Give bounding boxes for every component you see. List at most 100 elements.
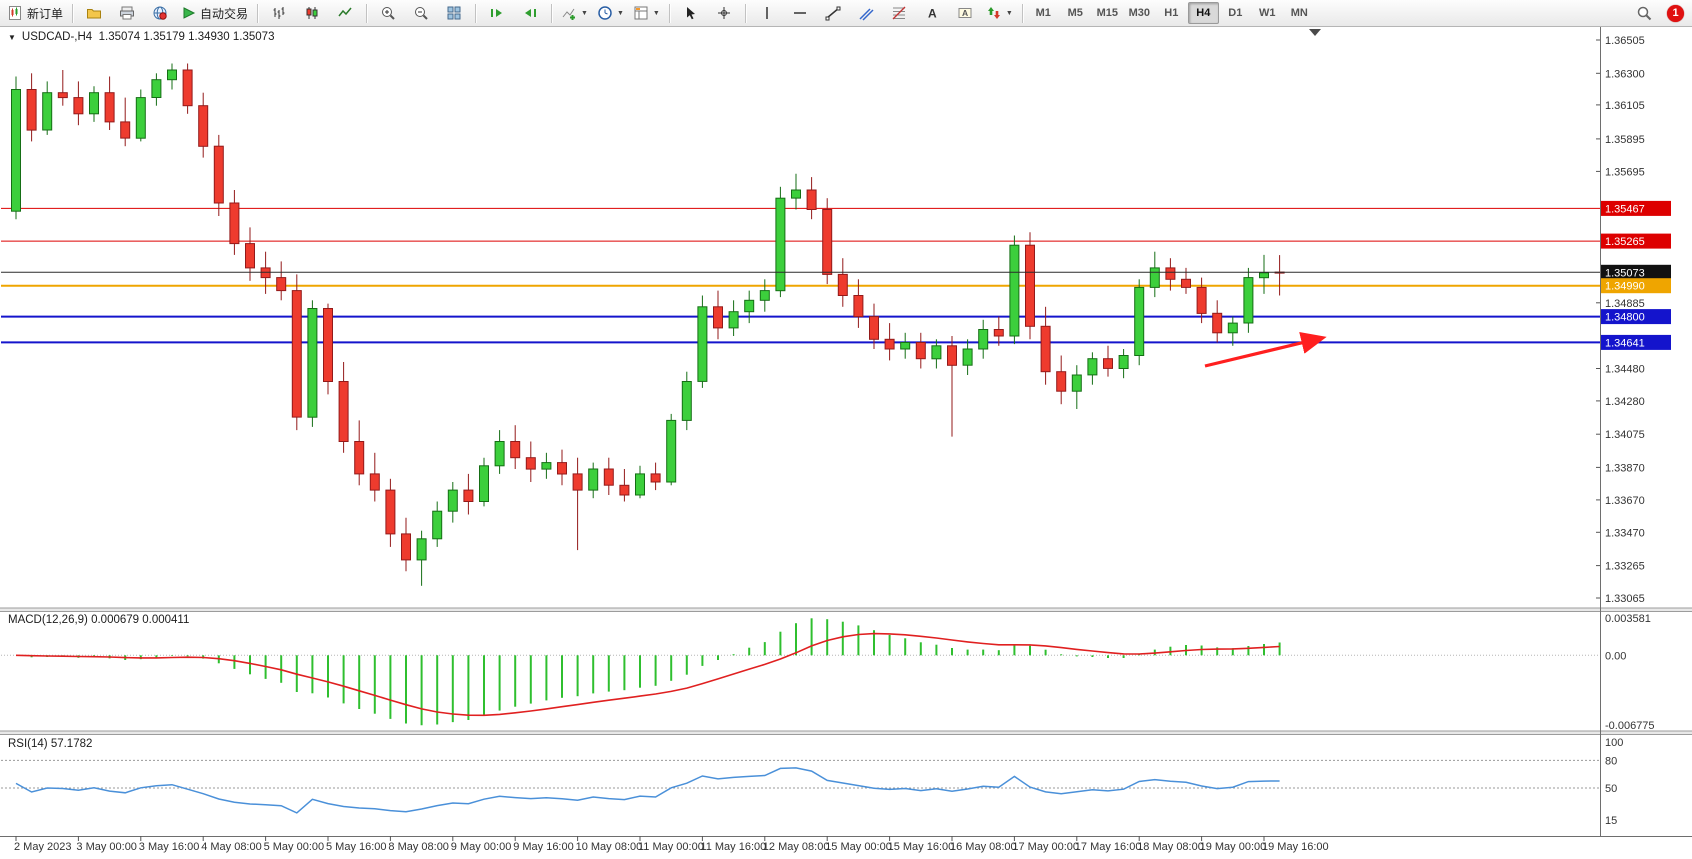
price-axis-label: 1.33470 — [1605, 527, 1645, 539]
timeframe-button-m1[interactable]: M1 — [1035, 7, 1051, 19]
globe-icon — [153, 6, 167, 20]
timeframe-button-mn[interactable]: MN — [1290, 7, 1308, 19]
dropdown-caret-icon: ▼ — [1005, 9, 1013, 17]
horizontal-line-icon — [793, 12, 806, 14]
time-axis-label: 3 May 00:00 — [76, 841, 137, 853]
rsi-axis-label: 50 — [1605, 783, 1617, 795]
auto-scroll-button[interactable] — [481, 1, 513, 25]
autotrading-button[interactable]: 自动交易 — [177, 1, 252, 25]
arrows-tool-button[interactable]: ▼ — [982, 1, 1017, 25]
svg-text:1.34990: 1.34990 — [1605, 281, 1645, 293]
vertical-line-icon — [766, 7, 768, 19]
templates-button[interactable]: ▼ — [629, 1, 664, 25]
profiles-button[interactable] — [78, 1, 110, 25]
chart-shift-button[interactable] — [514, 1, 546, 25]
time-axis-label: 9 May 16:00 — [513, 841, 574, 853]
dropdown-caret-icon: ▼ — [581, 9, 588, 17]
bar-chart-mode-button[interactable] — [263, 1, 295, 25]
time-axis-label: 3 May 16:00 — [138, 841, 200, 853]
arrow-objects-icon — [987, 7, 1000, 19]
chart-shift-icon — [525, 9, 537, 17]
time-axis-label: 4 May 08:00 — [201, 841, 262, 853]
zoom-out-icon — [415, 7, 428, 20]
new-order-label: 新订单 — [27, 6, 64, 21]
dropdown-caret-icon: ▼ — [616, 9, 624, 17]
zoom-in-icon — [382, 7, 395, 20]
annotation-arrow[interactable] — [1204, 331, 1327, 368]
timeframe-button-m5[interactable]: M5 — [1067, 7, 1083, 19]
time-axis-label: 8 May 08:00 — [388, 841, 449, 853]
chart-symbol-header: ▼ USDCAD-,H4 1.35074 1.35179 1.34930 1.3… — [8, 31, 274, 43]
price-axis-label: 1.34280 — [1605, 396, 1645, 408]
trendline-tool-button[interactable] — [817, 1, 849, 25]
profiles-folder-icon — [87, 9, 102, 19]
crosshair-icon — [717, 7, 730, 19]
timeframe-button-m30[interactable]: M30 — [1128, 7, 1150, 19]
price-axis-label: 1.35695 — [1605, 166, 1645, 178]
clock-icon — [598, 6, 612, 20]
text-label-tool-button[interactable]: A — [949, 1, 981, 25]
toolbar-separator — [744, 3, 746, 23]
cursor-tool-button[interactable] — [675, 1, 707, 25]
toolbar-separator — [72, 3, 74, 23]
time-axis-label: 11 May 16:00 — [700, 841, 767, 853]
toolbar-separator — [668, 3, 670, 23]
notification-badge[interactable]: 1 — [1667, 4, 1684, 22]
time-axis[interactable]: 2 May 2023 3 May 00:00 3 May 16:00 4 May 08… — [0, 837, 1692, 859]
toolbar-right-area: 1 — [1628, 1, 1688, 25]
equidistant-channel-icon — [859, 8, 874, 21]
price-axis-label: 1.33265 — [1605, 561, 1645, 573]
line-chart-icon — [338, 7, 352, 17]
channel-tool-button[interactable] — [850, 1, 882, 25]
toolbar-separator — [366, 3, 368, 23]
panel-separator[interactable] — [0, 607, 1692, 735]
svg-text:1.34641: 1.34641 — [1605, 337, 1645, 349]
chart-shift-marker[interactable] — [1309, 29, 1321, 36]
dropdown-caret-icon: ▼ — [652, 9, 660, 17]
candles-layer — [11, 63, 1285, 586]
fibonacci-tool-button[interactable] — [883, 1, 915, 25]
fibonacci-icon — [892, 6, 906, 20]
search-button[interactable] — [1628, 1, 1660, 25]
collapse-triangle-icon[interactable]: ▼ — [8, 32, 16, 42]
indicators-icon — [562, 8, 576, 20]
price-axis-label: 1.34885 — [1605, 298, 1645, 310]
tile-windows-button[interactable] — [438, 1, 470, 25]
time-axis-label: 2 May 2023 — [14, 841, 72, 853]
macd-header-text: MACD(12,26,9) 0.000679 0.000411 — [8, 614, 190, 626]
print-button[interactable] — [111, 1, 143, 25]
timeframe-button-h4[interactable]: H4 — [1187, 2, 1219, 24]
rsi-axis-label: 80 — [1605, 755, 1617, 767]
price-tag-bid: 1.35073 — [1601, 264, 1671, 280]
timeframe-button-w1[interactable]: W1 — [1259, 7, 1276, 19]
autotrading-label: 自动交易 — [200, 6, 249, 21]
candlestick-mode-button[interactable] — [296, 1, 328, 25]
periods-button[interactable]: ▼ — [593, 1, 628, 25]
timeframe-button-m15[interactable]: M15 — [1096, 7, 1118, 19]
new-order-button[interactable]: 新订单 — [4, 1, 67, 25]
text-tool-button[interactable]: A — [916, 1, 948, 25]
macd-axis-label: 0.00 — [1605, 650, 1626, 662]
zoom-in-button[interactable] — [372, 1, 404, 25]
svg-text:A: A — [962, 8, 968, 18]
line-chart-mode-button[interactable] — [329, 1, 361, 25]
zoom-out-button[interactable] — [405, 1, 437, 25]
horizontal-line-tool-button[interactable] — [784, 1, 816, 25]
price-tag-resistance-2: 1.35265 — [1601, 233, 1671, 249]
templates-icon — [634, 6, 648, 20]
time-axis-label: 18 May 08:00 — [1137, 841, 1204, 853]
toolbar: 新订单 自动交易 ▼ ▼ — [0, 0, 1692, 27]
cursor-icon — [686, 7, 695, 20]
timeframe-button-h1[interactable]: H1 — [1164, 7, 1179, 19]
toolbar-separator — [1021, 3, 1023, 23]
indicators-button[interactable]: ▼ — [557, 1, 592, 25]
time-axis-label: 15 May 16:00 — [887, 841, 955, 853]
crosshair-tool-button[interactable] — [708, 1, 740, 25]
vertical-line-tool-button[interactable] — [751, 1, 783, 25]
price-axis-label: 1.36300 — [1605, 68, 1645, 80]
rsi-header-text: RSI(14) 57.1782 — [8, 738, 93, 750]
macd-axis-label: 0.003581 — [1605, 613, 1651, 625]
timeframe-button-d1[interactable]: D1 — [1228, 7, 1243, 19]
community-button[interactable] — [144, 1, 176, 25]
